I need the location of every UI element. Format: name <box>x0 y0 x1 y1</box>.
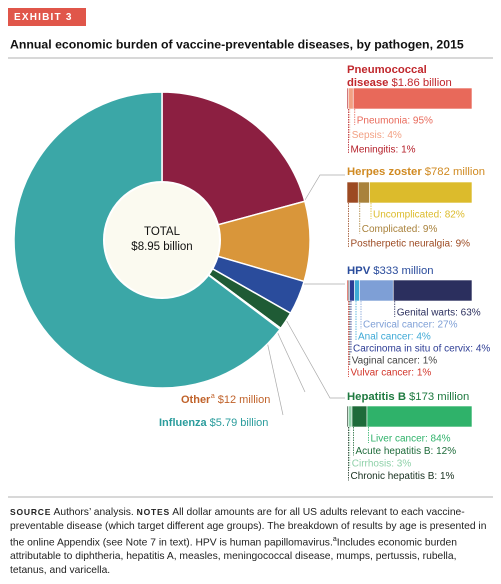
slice-name: Influenza <box>159 417 208 429</box>
breakdown-label: Meningitis: 1% <box>351 145 416 156</box>
panel-title: Hepatitis B <box>347 391 406 403</box>
breakdown-label: Complicated: 9% <box>362 224 438 235</box>
breakdown-segment <box>352 87 473 110</box>
breakdown-segment <box>366 405 473 428</box>
connectors <box>264 174 345 416</box>
breakdown-label: Sepsis: 4% <box>352 130 402 141</box>
panel-value: $173 million <box>409 391 469 403</box>
panel-value: $333 million <box>373 265 433 277</box>
breakdown-label: Pneumonia: 95% <box>357 116 433 127</box>
breakdown-label: Liver cancer: 84% <box>371 434 451 445</box>
breakdown-label: Vulvar cancer: 1% <box>351 368 432 379</box>
breakdown-segment <box>357 181 370 204</box>
breakdown-segment <box>369 181 473 204</box>
chart-title: Annual economic burden of vaccine-preven… <box>10 37 464 51</box>
breakdown-segment <box>359 279 394 302</box>
panel-value: $1.86 billion <box>391 77 451 89</box>
breakdown-label: Cirrhosis: 3% <box>352 459 412 470</box>
breakdown-label: Carcinoma in situ of cervix: 4% <box>353 344 490 355</box>
breakdown-label: Genital warts: 63% <box>397 308 481 319</box>
breakdown-segment <box>347 87 354 110</box>
total-value: $8.95 billion <box>131 241 192 253</box>
notes-text: All dollar amounts are for all US adults… <box>10 507 487 549</box>
breakdown-segment <box>351 405 368 428</box>
breakdown-label: Postherpetic neuralgia: 9% <box>351 239 471 250</box>
note-marker: a <box>211 393 215 400</box>
donut-hole <box>103 181 221 299</box>
panel-title: Herpes zoster <box>347 166 422 178</box>
breakdown-segment <box>347 405 353 428</box>
breakdown-label: Anal cancer: 4% <box>358 332 431 343</box>
note-marker: a <box>332 536 337 544</box>
source-text: Authors’ analysis. <box>53 507 134 518</box>
footnote: SOURCE Authors’ analysis. NOTES All doll… <box>10 506 492 577</box>
notes-label: NOTES <box>136 507 170 517</box>
slice-value: $12 million <box>218 394 271 406</box>
breakdown-label: Uncomplicated: 82% <box>373 210 465 221</box>
panel-value: $782 million <box>425 166 485 178</box>
source-label: SOURCE <box>10 507 52 517</box>
slice-name: Other <box>181 394 211 406</box>
breakdown-label: Acute hepatitis B: 12% <box>356 446 457 457</box>
notes-text: Includes economic burden attributable to… <box>10 537 457 576</box>
breakdown-segment <box>346 181 359 204</box>
slice-value: $5.79 billion <box>210 417 269 429</box>
panel-title: Pneumococcal disease <box>347 64 430 89</box>
panel-title: HPV <box>347 265 371 277</box>
donut-slice <box>159 200 311 283</box>
breakdown-label: Vaginal cancer: 1% <box>352 356 438 367</box>
breakdown-segment <box>349 279 355 302</box>
breakdown-segment <box>392 279 473 302</box>
exhibit-label: EXHIBIT 3 <box>14 12 73 23</box>
breakdown-label: Chronic hepatitis B: 1% <box>351 471 455 482</box>
chart: EXHIBIT 3 Annual economic burden of vacc… <box>8 8 493 498</box>
breakdown-label: Cervical cancer: 27% <box>363 320 458 331</box>
exhibit-badge <box>8 8 86 26</box>
breakdown-segment <box>354 279 360 302</box>
total-title: TOTAL <box>144 226 181 238</box>
